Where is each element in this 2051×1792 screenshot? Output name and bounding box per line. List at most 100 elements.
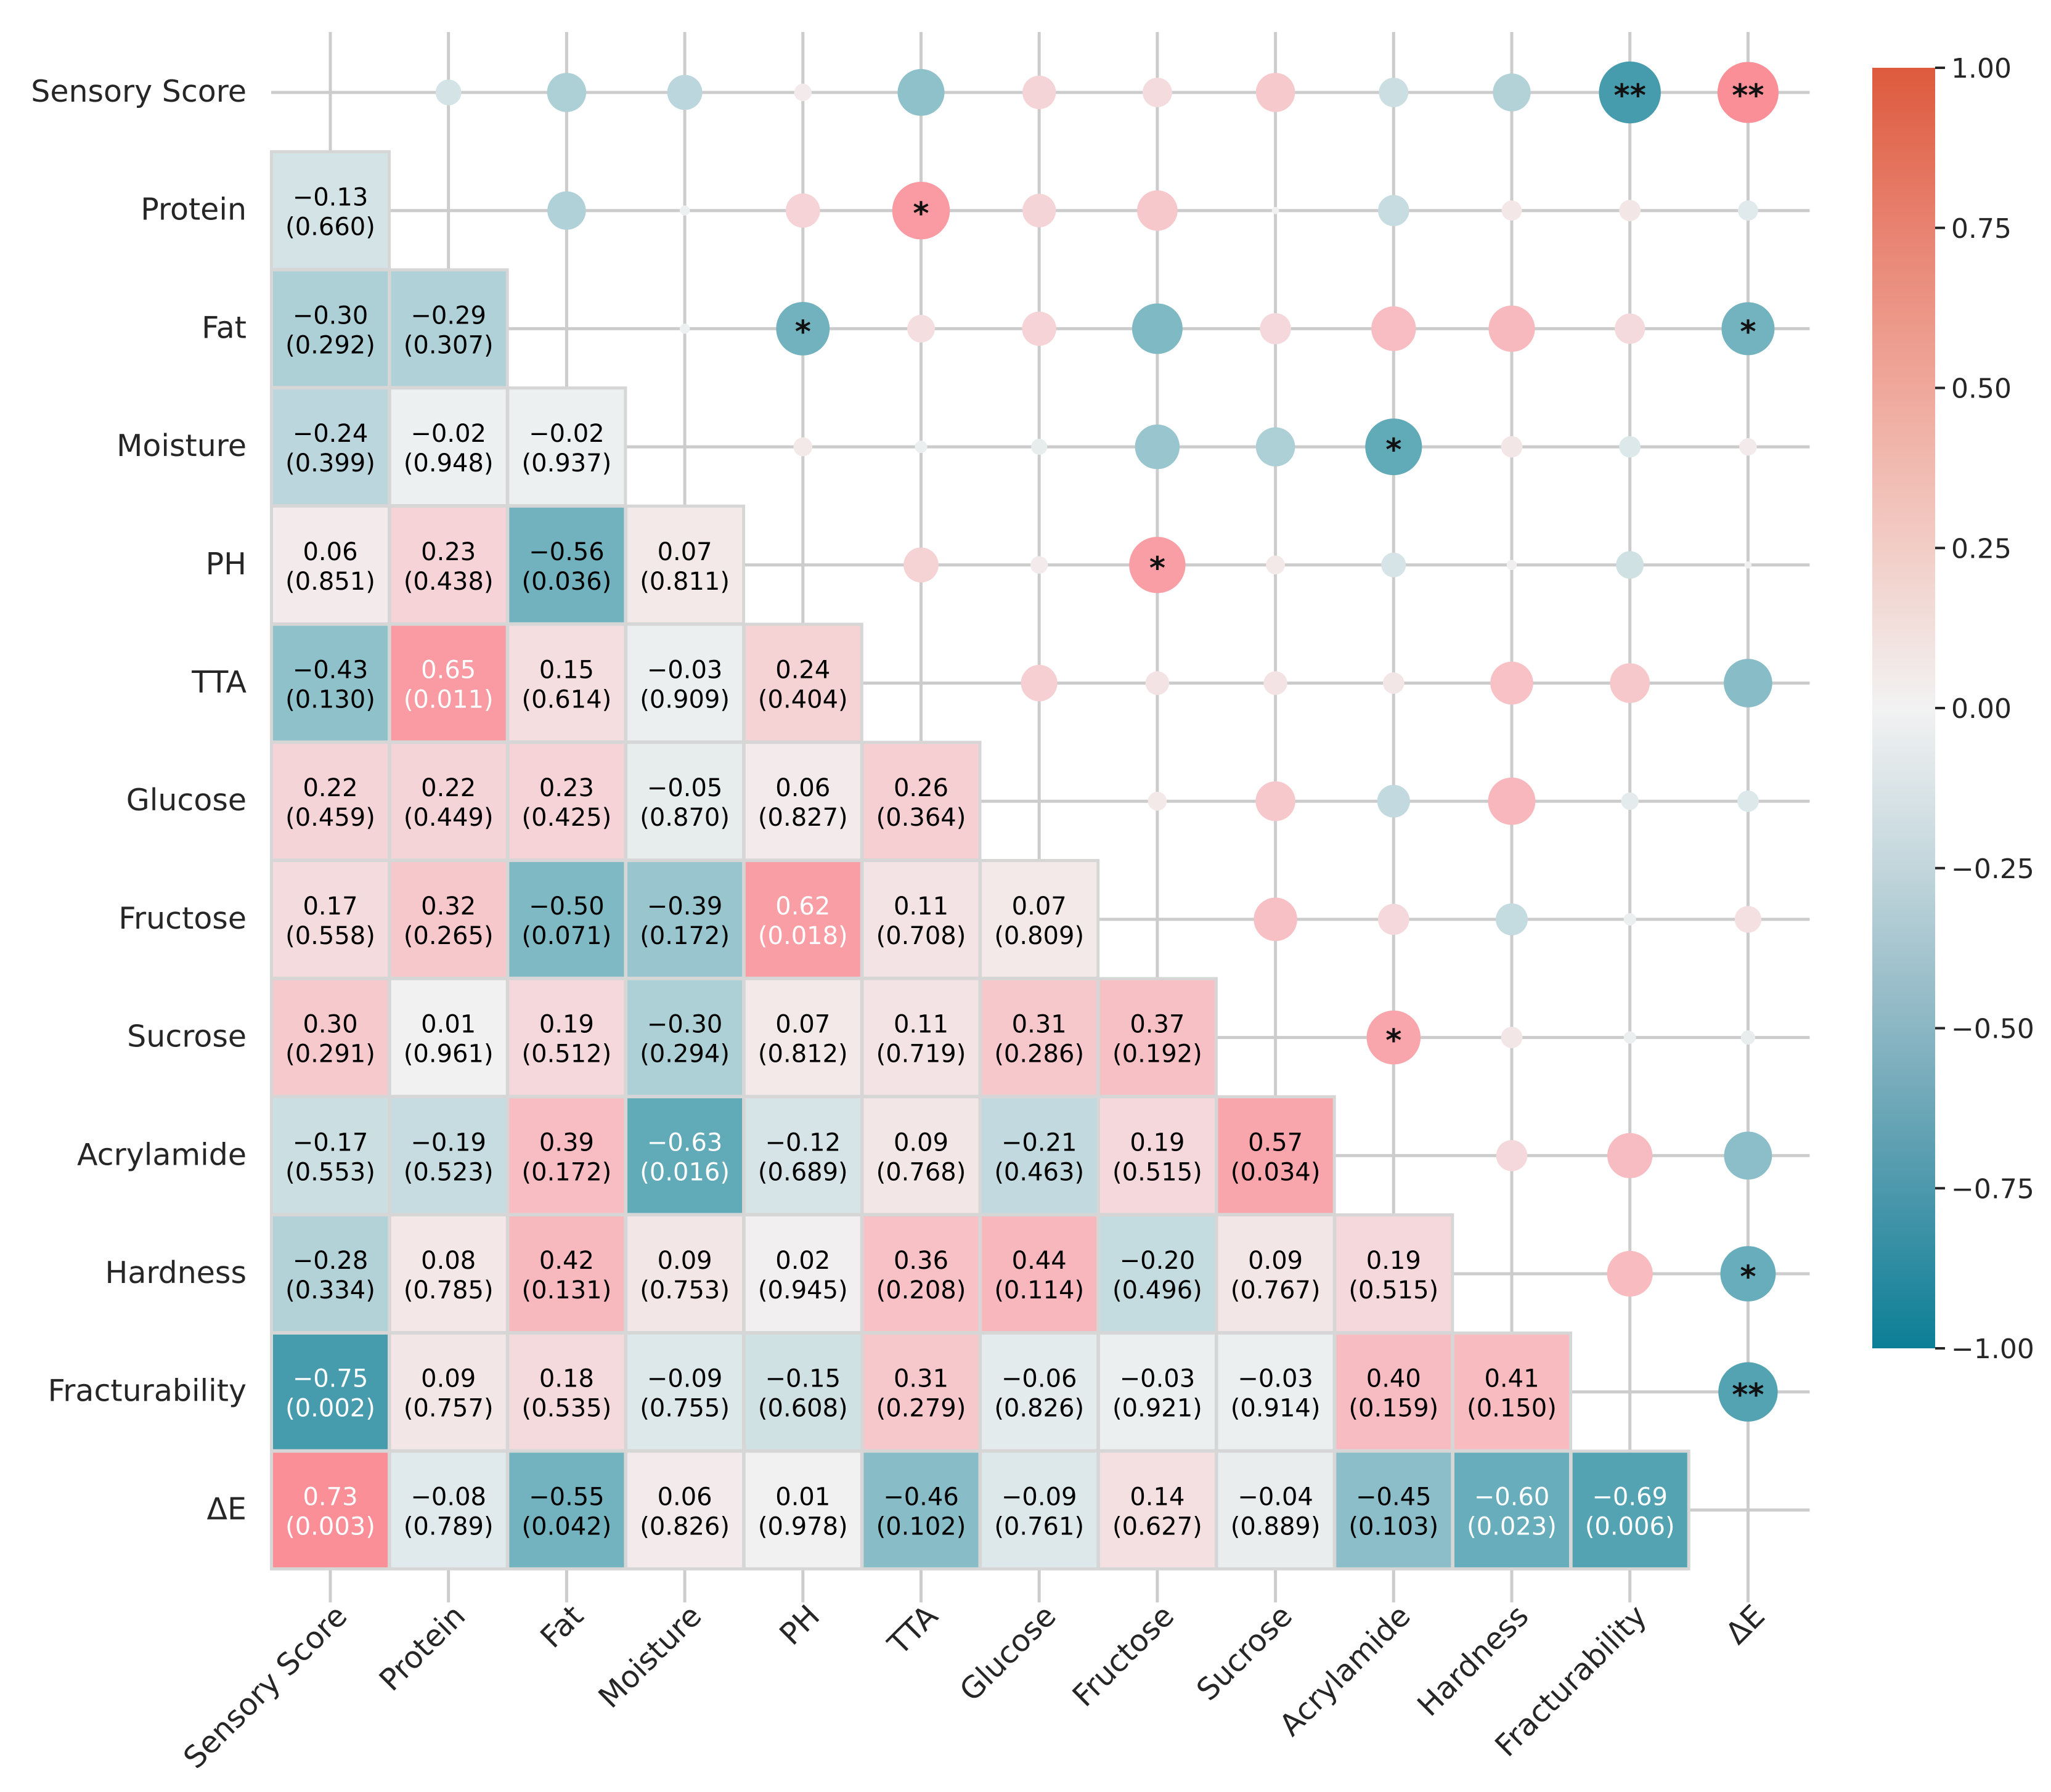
heatmap-cell-fill [270, 741, 391, 862]
heatmap-cell: −0.03(0.909) [624, 622, 746, 744]
correlation-bubble [679, 205, 690, 216]
correlation-bubble [794, 83, 812, 102]
heatmap-cell: 0.14(0.627) [1096, 1449, 1218, 1571]
cell-correlation-label: 0.26 [894, 774, 948, 802]
correlation-bubble [1490, 661, 1533, 705]
cell-pvalue-label: (0.719) [876, 1040, 966, 1069]
correlation-bubble [903, 547, 939, 583]
heatmap-cell: −0.09(0.755) [624, 1331, 746, 1452]
cell-correlation-label: −0.02 [410, 420, 486, 448]
heatmap-cell: 0.24(0.404) [742, 622, 863, 744]
cell-correlation-label: 0.18 [539, 1365, 594, 1393]
correlation-bubble [793, 437, 813, 457]
cell-pvalue-label: (0.016) [640, 1158, 730, 1186]
heatmap-cell: 0.32(0.265) [388, 858, 509, 980]
cell-pvalue-label: (0.459) [285, 804, 375, 832]
heatmap-cell-fill [860, 1095, 982, 1216]
x-tick-label: Protein [372, 1599, 472, 1698]
heatmap-cell-fill [624, 858, 746, 980]
colorbar-tick-label: 0.75 [1951, 213, 2012, 245]
heatmap-cell: 0.42(0.131) [506, 1213, 627, 1334]
correlation-bubble [1493, 73, 1531, 112]
significance-mark: ** [1732, 78, 1764, 113]
significance-mark: * [1740, 314, 1756, 349]
heatmap-cell-fill [388, 504, 509, 625]
heatmap-cell-fill [979, 1331, 1100, 1452]
cell-correlation-label: 0.08 [421, 1247, 476, 1275]
heatmap-cell-fill [860, 977, 982, 1098]
cell-correlation-label: −0.63 [647, 1128, 723, 1157]
cell-pvalue-label: (0.755) [640, 1395, 730, 1423]
cell-pvalue-label: (0.265) [404, 922, 494, 950]
y-tick-label: Fructose [118, 901, 247, 936]
colorbar: 1.00 0.75 0.50 0.25 0.00 −0.25 −0.50 −0.75 −1.00 [1872, 53, 2034, 1365]
heatmap-cell: −0.55(0.042) [506, 1449, 627, 1571]
heatmap-cell: 0.31(0.279) [860, 1331, 982, 1452]
cell-correlation-label: 0.36 [894, 1247, 948, 1275]
cell-correlation-label: 0.57 [1248, 1128, 1303, 1157]
cell-correlation-label: 0.02 [775, 1247, 830, 1275]
cell-pvalue-label: (0.307) [404, 331, 494, 359]
cell-correlation-label: 0.19 [539, 1011, 594, 1039]
cell-pvalue-label: (0.286) [994, 1040, 1084, 1069]
x-tick-label: Fructose [1066, 1599, 1181, 1714]
cell-pvalue-label: (0.523) [404, 1158, 494, 1186]
cell-pvalue-label: (0.851) [285, 568, 375, 596]
cell-correlation-label: 0.65 [421, 656, 476, 685]
heatmap-cell: −0.50(0.071) [506, 858, 627, 980]
heatmap-cell: 0.65(0.011) [388, 622, 509, 744]
x-axis-labels: Sensory Score Protein Fat Moisture PH TTA Gluc… [177, 1598, 1772, 1775]
heatmap-cell: 0.09(0.753) [624, 1213, 746, 1334]
y-tick-label: TTA [191, 665, 247, 700]
correlation-bubble [1022, 311, 1057, 346]
correlation-bubble [785, 193, 820, 228]
cell-correlation-label: 0.09 [421, 1365, 476, 1393]
heatmap-cell-fill [270, 1449, 391, 1571]
cell-pvalue-label: (0.496) [1112, 1276, 1202, 1305]
cell-pvalue-label: (0.785) [404, 1276, 494, 1305]
cell-pvalue-label: (0.292) [285, 331, 375, 359]
heatmap-cell: 0.73(0.003) [270, 1449, 391, 1571]
heatmap-cell-fill [270, 858, 391, 980]
cell-correlation-label: −0.03 [647, 656, 723, 685]
correlation-bubble [1022, 75, 1056, 110]
heatmap-cell: −0.43(0.130) [270, 622, 391, 744]
heatmap-cell: 0.06(0.827) [742, 741, 863, 862]
correlation-bubble [1254, 897, 1297, 942]
correlation-bubble [1135, 424, 1180, 470]
cell-correlation-label: 0.31 [1012, 1011, 1067, 1039]
heatmap-cell-fill [388, 741, 509, 862]
heatmap-cell: 0.44(0.114) [979, 1213, 1100, 1334]
cell-correlation-label: 0.32 [421, 892, 476, 921]
cell-correlation-label: 0.22 [303, 774, 357, 802]
cell-correlation-label: −0.56 [529, 538, 605, 566]
correlation-bubble [1501, 1027, 1523, 1048]
correlation-bubble [915, 441, 928, 454]
heatmap-cell: 0.07(0.809) [979, 858, 1100, 980]
cell-pvalue-label: (0.291) [285, 1040, 375, 1069]
heatmap-cell-fill [624, 1213, 746, 1334]
correlation-bubble [1488, 777, 1536, 825]
cell-pvalue-label: (0.463) [994, 1158, 1084, 1186]
cell-pvalue-label: (0.870) [640, 804, 730, 832]
cell-pvalue-label: (0.515) [1348, 1276, 1438, 1305]
cell-pvalue-label: (0.535) [522, 1395, 612, 1423]
correlation-bubble [1496, 1140, 1528, 1171]
cell-correlation-label: −0.30 [647, 1011, 723, 1039]
cell-correlation-label: 0.11 [894, 1011, 948, 1039]
heatmap-cell-fill [624, 504, 746, 625]
cell-pvalue-label: (0.945) [758, 1276, 848, 1305]
cell-pvalue-label: (0.036) [522, 568, 612, 596]
correlation-bubble [1031, 439, 1048, 455]
cell-pvalue-label: (0.334) [285, 1276, 375, 1305]
cell-correlation-label: 0.06 [658, 1483, 712, 1511]
cell-pvalue-label: (0.761) [994, 1512, 1084, 1541]
correlation-bubble [1607, 1133, 1653, 1178]
correlation-bubble [1724, 1131, 1772, 1180]
heatmap-cell: −0.09(0.761) [979, 1449, 1100, 1571]
heatmap-cell: −0.04(0.889) [1215, 1449, 1336, 1571]
heatmap-cell-fill [860, 1331, 982, 1452]
heatmap-cell-fill [742, 1331, 863, 1452]
x-tick-label: Sensory Score [177, 1599, 354, 1776]
x-tick-label: Hardness [1411, 1599, 1536, 1724]
